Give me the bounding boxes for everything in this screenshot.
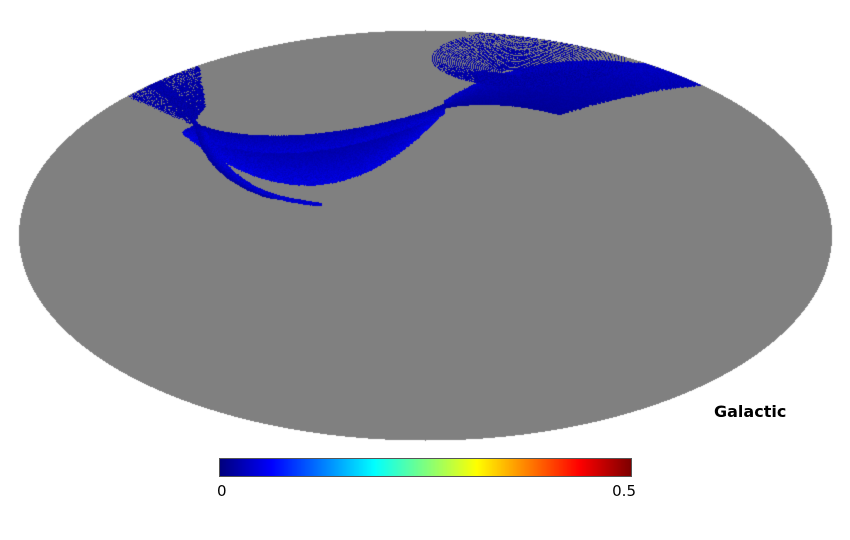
coordinate-system-label: Galactic — [714, 402, 787, 421]
colorbar-min-label: 0 — [217, 482, 227, 500]
colorbar: 0 0.5 — [217, 458, 636, 504]
colorbar-max-label: 0.5 — [612, 482, 636, 500]
mollweide-sky-map — [0, 0, 850, 455]
colorbar-tick-labels: 0 0.5 — [217, 482, 636, 504]
colorbar-gradient — [219, 458, 632, 477]
